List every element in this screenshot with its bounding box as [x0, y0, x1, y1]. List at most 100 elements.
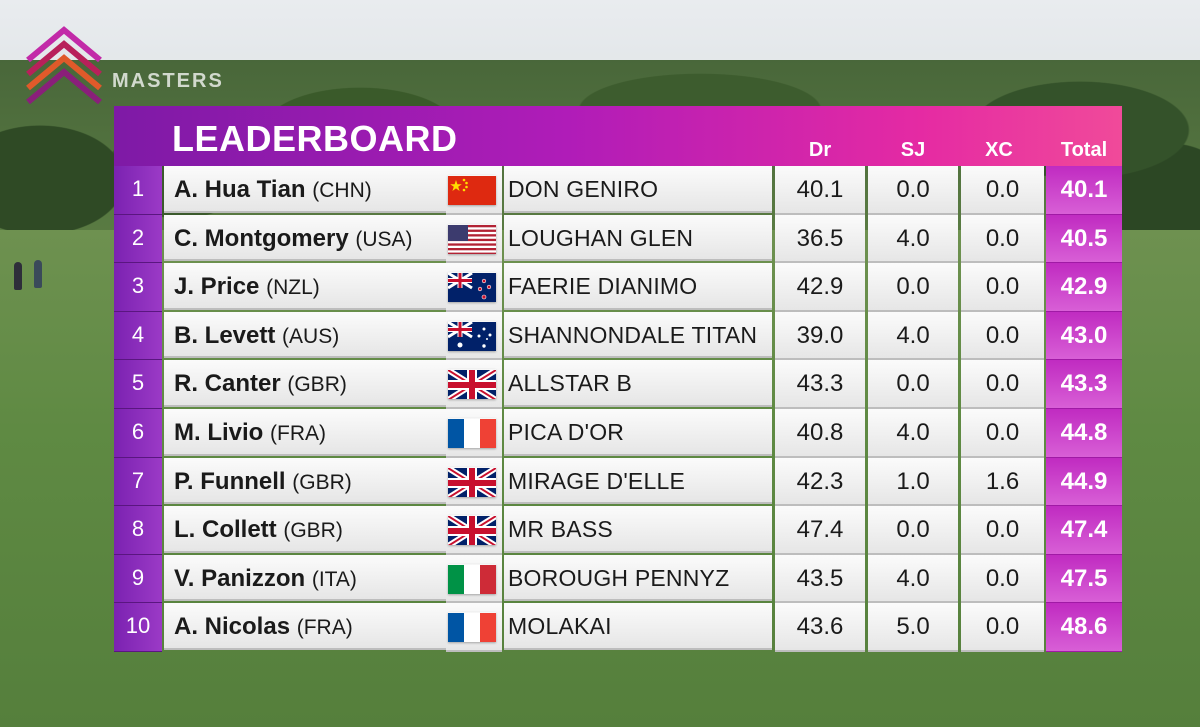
usa-flag-icon	[448, 224, 496, 254]
horse-name: ALLSTAR B	[504, 360, 772, 407]
leaderboard-panel: LEADERBOARD Dr SJ XC Total 1 A. Hua Tian…	[114, 106, 1122, 656]
rank-cell: 8	[114, 506, 162, 555]
show-jumping-score: 0.0	[868, 263, 958, 312]
show-jumping-score: 4.0	[868, 214, 958, 264]
cross-country-score: 1.6	[961, 457, 1044, 507]
horse-name: PICA D'OR	[504, 408, 772, 456]
france-flag-icon	[448, 612, 496, 643]
flag-cell	[446, 360, 502, 409]
dressage-score: 36.5	[775, 214, 865, 264]
rank-cell: 5	[114, 360, 162, 409]
show-jumping-score: 4.0	[868, 311, 958, 361]
show-jumping-score: 0.0	[868, 506, 958, 555]
horse-name: DON GENIRO	[504, 166, 772, 213]
rank-cell: 9	[114, 554, 162, 604]
cross-country-score: 0.0	[961, 408, 1044, 458]
horse-name: FAERIE DIANIMO	[504, 263, 772, 310]
rider-cell: A. Nicolas (FRA)	[164, 603, 446, 650]
rank-cell: 2	[114, 214, 162, 264]
total-score: 48.6	[1046, 603, 1122, 652]
total-score: 44.8	[1046, 408, 1122, 458]
total-score: 40.1	[1046, 166, 1122, 215]
show-jumping-score: 4.0	[868, 554, 958, 604]
rider-name: A. Hua Tian	[174, 176, 306, 203]
leaderboard-row: 1 A. Hua Tian (CHN) DON GENIRO 40.1 0.0 …	[114, 166, 1122, 215]
leaderboard-row: 7 P. Funnell (GBR) MIRAGE D'ELLE 42.3 1.…	[114, 457, 1122, 507]
show-jumping-score: 0.0	[868, 360, 958, 409]
flag-cell	[446, 603, 502, 652]
uk-flag-icon	[448, 515, 496, 546]
rider-nation: (FRA)	[296, 616, 353, 640]
rider-cell: P. Funnell (GBR)	[164, 457, 446, 505]
flag-cell	[446, 214, 502, 264]
cross-country-score: 0.0	[961, 360, 1044, 409]
dressage-score: 42.9	[775, 263, 865, 312]
cross-country-score: 0.0	[961, 263, 1044, 312]
flag-cell	[446, 506, 502, 555]
dressage-score: 47.4	[775, 506, 865, 555]
leaderboard-row: 4 B. Levett (AUS) SHANNONDALE TITAN 39.0…	[114, 311, 1122, 361]
leaderboard-title: LEADERBOARD	[172, 118, 458, 159]
logo-text: MASTERS	[112, 70, 224, 92]
show-jumping-score: 1.0	[868, 457, 958, 507]
show-jumping-score: 4.0	[868, 408, 958, 458]
flag-cell	[446, 408, 502, 458]
total-score: 47.5	[1046, 554, 1122, 604]
masters-logo-icon	[24, 20, 104, 105]
column-header-cross-country: XC	[985, 139, 1013, 161]
rider-cell: V. Panizzon (ITA)	[164, 554, 446, 602]
france-flag-icon	[448, 418, 496, 448]
uk-flag-icon	[448, 466, 496, 497]
horse-name: LOUGHAN GLEN	[504, 214, 772, 262]
horse-name: MOLAKAI	[504, 603, 772, 650]
rider-name: V. Panizzon	[174, 564, 306, 592]
flag-cell	[446, 311, 502, 361]
rider-nation: (GBR)	[292, 470, 352, 494]
cross-country-score: 0.0	[961, 603, 1044, 652]
rider-cell: J. Price (NZL)	[164, 263, 446, 310]
leaderboard-row: 9 V. Panizzon (ITA) BOROUGH PENNYZ 43.5 …	[114, 554, 1122, 604]
total-score: 44.9	[1046, 457, 1122, 507]
rank-cell: 1	[114, 166, 162, 215]
horse-name: MR BASS	[504, 506, 772, 553]
rider-cell: R. Canter (GBR)	[164, 360, 446, 407]
rider-cell: C. Montgomery (USA)	[164, 214, 446, 262]
leaderboard-row: 5 R. Canter (GBR) ALLSTAR B 43.3 0.0 0.0…	[114, 360, 1122, 409]
leaderboard-row: 6 M. Livio (FRA) PICA D'OR 40.8 4.0 0.0 …	[114, 408, 1122, 458]
cross-country-score: 0.0	[961, 214, 1044, 264]
rider-cell: B. Levett (AUS)	[164, 311, 446, 359]
rider-cell: A. Hua Tian (CHN)	[164, 166, 446, 213]
rider-name: A. Nicolas	[174, 613, 291, 641]
dressage-score: 43.6	[775, 603, 865, 652]
rank-cell: 6	[114, 408, 162, 458]
dressage-score: 43.5	[775, 554, 865, 604]
rank-cell: 4	[114, 311, 162, 361]
total-score: 42.9	[1046, 263, 1122, 312]
cross-country-score: 0.0	[961, 166, 1044, 215]
dressage-score: 43.3	[775, 360, 865, 409]
flag-cell	[446, 263, 502, 312]
total-score: 43.3	[1046, 360, 1122, 409]
rider-cell: M. Livio (FRA)	[164, 408, 446, 456]
dressage-score: 40.8	[775, 408, 865, 458]
new-zealand-flag-icon	[448, 272, 496, 303]
cross-country-score: 0.0	[961, 506, 1044, 555]
horse-name: SHANNONDALE TITAN	[504, 311, 772, 359]
rider-name: L. Collett	[174, 516, 277, 544]
rider-nation: (NZL)	[266, 276, 320, 300]
leaderboard-row: 8 L. Collett (GBR) MR BASS 47.4 0.0 0.0 …	[114, 506, 1122, 555]
rider-name: M. Livio	[174, 418, 264, 446]
spectators	[12, 260, 52, 292]
dressage-score: 39.0	[775, 311, 865, 361]
china-flag-icon	[448, 175, 496, 205]
rank-cell: 7	[114, 457, 162, 507]
rider-cell: L. Collett (GBR)	[164, 506, 446, 553]
italy-flag-icon	[448, 564, 496, 594]
australia-flag-icon	[448, 320, 496, 351]
rider-nation: (FRA)	[270, 421, 327, 445]
show-jumping-score: 0.0	[868, 166, 958, 215]
flag-cell	[446, 554, 502, 604]
leaderboard-row: 10 A. Nicolas (FRA) MOLAKAI 43.6 5.0 0.0…	[114, 603, 1122, 652]
total-score: 40.5	[1046, 214, 1122, 264]
total-score: 47.4	[1046, 506, 1122, 555]
